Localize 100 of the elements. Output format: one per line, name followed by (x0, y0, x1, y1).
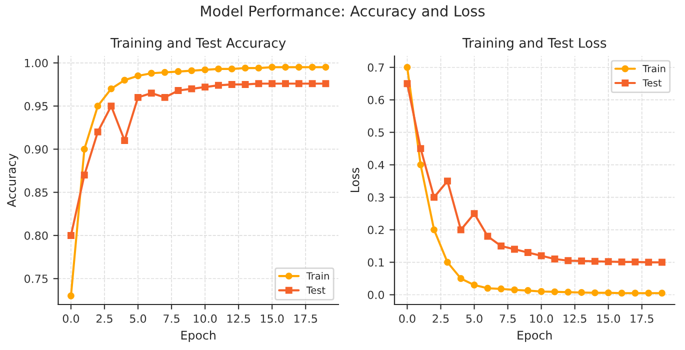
point (604, 289, 612, 296)
x-tick-label: 15.0 (597, 314, 620, 323)
point (161, 68, 168, 76)
point (618, 290, 626, 297)
y-tick-label: 0.3 (368, 193, 384, 202)
point (161, 94, 168, 101)
point (228, 65, 236, 72)
point (268, 64, 276, 71)
point (308, 80, 316, 88)
point (282, 64, 289, 71)
point (121, 76, 128, 84)
point (134, 72, 142, 80)
point (457, 275, 464, 282)
y-tick-label: 0.80 (24, 231, 48, 240)
point (268, 80, 276, 88)
point (404, 64, 411, 71)
point (430, 194, 438, 201)
point (295, 64, 302, 71)
y-tick-label: 0.75 (24, 274, 48, 283)
point (417, 161, 424, 168)
point (174, 68, 182, 76)
x-tick-label: 5.0 (130, 314, 146, 323)
point (255, 80, 262, 88)
point (618, 258, 626, 266)
point (645, 290, 652, 297)
point (470, 210, 478, 218)
point (604, 258, 612, 266)
point (214, 65, 222, 72)
point (430, 226, 438, 234)
point (228, 81, 236, 88)
point (67, 232, 74, 239)
point (121, 137, 128, 144)
point (551, 256, 558, 262)
x-tick-label: 10.0 (530, 314, 553, 323)
point (511, 286, 518, 294)
x-tick-label: 2.5 (432, 314, 449, 323)
point (188, 85, 196, 92)
point (457, 226, 464, 234)
point (134, 94, 142, 101)
x-tick-label: 15.0 (260, 314, 284, 323)
point (538, 288, 545, 295)
point (484, 232, 492, 240)
point (214, 82, 222, 89)
point (322, 64, 330, 71)
text: Model Performance: Accuracy and Loss (201, 5, 485, 20)
point (578, 258, 586, 264)
point (108, 85, 115, 92)
point (282, 80, 289, 88)
y-tick-label: 0.95 (24, 102, 48, 110)
point (108, 102, 115, 110)
point (632, 290, 639, 297)
legend-label: Test (642, 79, 662, 87)
y-tick-label: 0.90 (24, 145, 48, 154)
y-tick-label: 0.1 (368, 258, 384, 267)
point (308, 64, 316, 71)
point (498, 285, 505, 292)
x-tick-label: 10.0 (194, 314, 217, 323)
point (417, 145, 424, 152)
x-tick-label: 12.5 (227, 314, 250, 323)
point (148, 70, 155, 77)
point (148, 90, 155, 97)
point (94, 102, 102, 110)
y-tick-label: 0.85 (24, 188, 48, 197)
point (404, 80, 411, 88)
y-tick-label: 0.0 (368, 290, 384, 300)
y-tick-label: 0.7 (368, 63, 384, 72)
point (322, 80, 330, 88)
chart-title: Training and Test Loss (462, 38, 606, 50)
point (242, 64, 249, 72)
point (578, 289, 586, 296)
point (551, 288, 558, 296)
point (202, 66, 209, 74)
x-axis-title: Epoch (181, 330, 216, 342)
x-tick-label: 2.5 (96, 314, 112, 323)
point (80, 172, 88, 179)
point (564, 257, 572, 264)
x-tick-label: 12.5 (564, 314, 586, 323)
chart-title: Training and Test Accuracy (110, 38, 286, 50)
y-tick-label: 0.2 (368, 226, 384, 234)
x-tick-label: 0.0 (62, 314, 80, 323)
point (202, 84, 209, 91)
point (484, 284, 492, 292)
point (67, 292, 74, 300)
point (524, 249, 532, 256)
x-tick-label: 0.0 (399, 314, 416, 323)
y-tick-label: 0.6 (368, 96, 384, 104)
point (444, 178, 451, 185)
point (538, 252, 545, 260)
point (658, 258, 666, 266)
legend-label: Test (306, 286, 326, 294)
point (242, 81, 249, 88)
legend-label: Train (642, 64, 666, 72)
x-tick-label: 17.5 (294, 314, 317, 323)
point (174, 87, 182, 94)
point (511, 246, 518, 253)
x-tick-label: 7.5 (500, 314, 516, 323)
point (658, 290, 666, 297)
y-tick-label: 0.5 (368, 128, 384, 137)
x-axis-title: Epoch (518, 330, 552, 342)
legend-label: Train (306, 272, 329, 280)
